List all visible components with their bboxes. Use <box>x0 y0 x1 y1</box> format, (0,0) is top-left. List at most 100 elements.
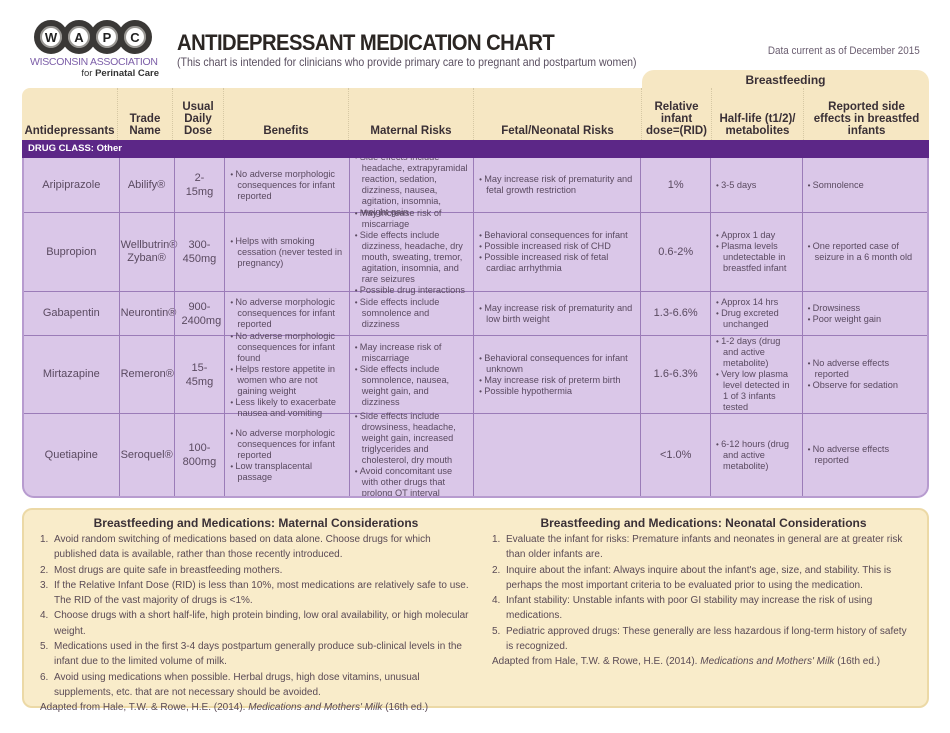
bullet-item: May increase risk of prematurity and fet… <box>479 174 635 196</box>
cite-title: Medications and Mothers' Milk <box>700 656 835 668</box>
item-number: 2. <box>40 564 49 576</box>
bullet-list: May increase risk of prematurity and fet… <box>479 174 635 196</box>
bullet-item: Possible increased risk of fetal cardiac… <box>479 252 635 274</box>
bullet-item: Low transplacental passage <box>230 461 343 483</box>
col-half-life-label: Half-life (t1/2)/ metabolites <box>719 113 796 137</box>
col-usual-daily-dose: Usual Daily Dose <box>172 88 223 140</box>
consideration-item: 1. Evaluate the infant for risks: Prematu… <box>492 532 915 563</box>
bullet-item: May increase risk of miscarriage <box>355 342 468 364</box>
col-fetal-neonatal-risks: Fetal/Neonatal Risks <box>473 88 641 140</box>
logo-org-name: WISCONSIN ASSOCIATION <box>30 56 158 68</box>
cell-side-effects: No adverse effects reported <box>801 414 927 496</box>
bullet-item: Avoid concomitant use with other drugs t… <box>355 466 468 496</box>
cell-dose: 15-45mg <box>173 336 225 413</box>
wapc-logo: W A P C WISCONSIN ASSOCIATION for Perina… <box>30 20 165 84</box>
col-rid: Relative infant dose=(RID) <box>641 88 711 140</box>
bullet-list: 6-12 hours (drug and active metabolite) <box>716 439 797 472</box>
bullet-item: Less likely to exacerbate nausea and vom… <box>230 397 343 419</box>
bullet-item: May increase risk of miscarriage <box>355 208 468 230</box>
cell-rid-text: 1.6-6.3% <box>653 368 698 380</box>
cell-rid: 1% <box>640 158 710 212</box>
cell-trade-name: Neurontin® <box>118 292 176 335</box>
col-trade-name: Trade Name <box>117 88 172 140</box>
bullet-item: No adverse morphologic consequences for … <box>230 297 343 330</box>
cite-prefix: Adapted from Hale, T.W. & Rowe, H.E. (20… <box>40 702 249 714</box>
cell-rid-text: 1% <box>667 178 684 191</box>
cell-half-life: Approx 14 hrsDrug excreted unchanged <box>710 292 802 335</box>
item-number: 4. <box>40 610 49 622</box>
item-number: 1. <box>40 534 49 545</box>
bullet-item: No adverse effects reported <box>808 444 922 466</box>
logo-ring-c: C <box>118 20 152 54</box>
cite-suffix: (16th ed.) <box>834 656 881 668</box>
bullet-item: 1-2 days (drug and active metabolite) <box>716 336 797 369</box>
cell-dose: 300- 450mg <box>173 213 225 291</box>
drug-class-bar: DRUG CLASS: Other <box>22 140 929 158</box>
data-date: Data current as of December 2015 <box>768 45 920 57</box>
cite-title: Medications and Mothers' Milk <box>248 702 383 714</box>
cell-maternal-risks: Side effects include headache, extrapyra… <box>348 158 473 217</box>
bullet-item: Helps restore appetite in women who are … <box>230 364 343 397</box>
item-number: 4. <box>492 595 501 607</box>
page-subtitle: (This chart is intended for clinicians w… <box>177 55 637 69</box>
item-number: 2. <box>492 564 501 576</box>
item-text: If the Relative Infant Dose (RID) is les… <box>54 579 469 607</box>
item-text: Infant stability: Unstable infants with … <box>506 595 873 622</box>
item-text: Medications used in the first 3-4 days p… <box>54 641 462 668</box>
cell-benefits: No adverse morphologic consequences for … <box>224 292 348 335</box>
bullet-list: No adverse morphologic consequences for … <box>230 428 343 483</box>
cell-dose-text: 2-15mg <box>185 172 214 198</box>
cell-rid-text: <1.0% <box>659 448 692 461</box>
cell-rid-text: 0.6-2% <box>658 245 694 258</box>
bullet-item: No adverse morphologic consequences for … <box>230 169 343 202</box>
bullet-item: Plasma levels undetectable in breastfed … <box>716 241 797 274</box>
col-side-effects-label: Reported side effects in breastfed infan… <box>813 101 920 137</box>
cite-suffix: (16th ed.) <box>382 702 429 714</box>
page-title: ANTIDEPRESSANT MEDICATION CHART <box>177 30 555 55</box>
cell-trade-name: Wellbutrin® Zyban® <box>118 213 177 291</box>
col-trade-name-label: Trade Name <box>129 113 161 137</box>
consideration-item: 3. If the Relative Infant Dose (RID) is l… <box>40 578 472 609</box>
consideration-item: 4. Infant stability: Unstable infants wit… <box>492 593 915 624</box>
cell-half-life: Approx 1 dayPlasma levels undetectable i… <box>710 213 802 291</box>
neonatal-citation: Adapted from Hale, T.W. & Rowe, H.E. (20… <box>492 654 915 669</box>
neonatal-considerations: Breastfeeding and Medications: Neonatal … <box>484 510 927 706</box>
col-dose-label: Usual Daily Dose <box>182 101 214 137</box>
bullet-list: No adverse morphologic consequences for … <box>230 297 343 330</box>
bullet-item: Very low plasma level detected in 1 of 3… <box>716 369 797 413</box>
bullet-item: Behavioral consequences for infant unkno… <box>479 353 635 375</box>
cell-side-effects: Somnolence <box>801 158 927 212</box>
cell-rid-text: 1.3-6.6% <box>653 307 698 319</box>
bullet-item: Somnolence <box>808 180 866 191</box>
cell-benefits: No adverse morphologic consequences for … <box>224 158 348 212</box>
cell-dose-text: 900- 2400mg <box>181 300 222 327</box>
considerations-panel: Breastfeeding and Medications: Maternal … <box>22 508 929 713</box>
bullet-list: Somnolence <box>808 180 866 191</box>
bullet-list: Side effects include drowsiness, headach… <box>355 411 468 496</box>
cell-dose-text: 100- 800mg <box>182 442 217 468</box>
bullet-list: Approx 1 dayPlasma levels undetectable i… <box>716 230 797 274</box>
cell-half-life: 3-5 days <box>710 158 802 212</box>
cell-rid: 0.6-2% <box>640 213 710 291</box>
maternal-considerations-list: 1. Avoid random switching of medications … <box>40 532 472 700</box>
neonatal-considerations-list: 1. Evaluate the infant for risks: Prematu… <box>492 532 915 654</box>
cell-side-effects: One reported case of seizure in a 6 mont… <box>801 213 927 291</box>
cell-side-effects: No adverse effects reportedObserve for s… <box>801 336 927 413</box>
table-row: Bupropion Wellbutrin® Zyban®300- 450mg Hel… <box>24 208 927 295</box>
cell-trade-name-text: Seroquel® <box>120 448 173 461</box>
bullet-item: Approx 14 hrs <box>716 297 797 308</box>
bullet-item: Side effects include dizziness, headache… <box>355 230 468 285</box>
col-maternal-risks: Maternal Risks <box>348 88 473 140</box>
consideration-item: 2. Inquire about the infant: Always inqui… <box>492 563 915 594</box>
col-side-effects: Reported side effects in breastfed infan… <box>803 88 929 140</box>
item-text: Inquire about the infant: Always inquire… <box>506 564 892 591</box>
table-row: Gabapentin Neurontin® 900- 2400mg No advers… <box>24 292 927 336</box>
bullet-item: Helps with smoking cessation (never test… <box>230 236 343 269</box>
item-number: 5. <box>40 641 49 653</box>
bullet-list: One reported case of seizure in a 6 mont… <box>808 241 922 263</box>
col-antidepressants: Antidepressants <box>24 125 115 137</box>
cell-maternal-risks: Side effects include somnolence and dizz… <box>348 292 473 335</box>
bullet-list: Helps with smoking cessation (never test… <box>230 236 343 269</box>
maternal-citation: Adapted from Hale, T.W. & Rowe, H.E. (20… <box>40 700 472 715</box>
cell-fetal-risks: May increase risk of prematurity and low… <box>473 292 640 335</box>
